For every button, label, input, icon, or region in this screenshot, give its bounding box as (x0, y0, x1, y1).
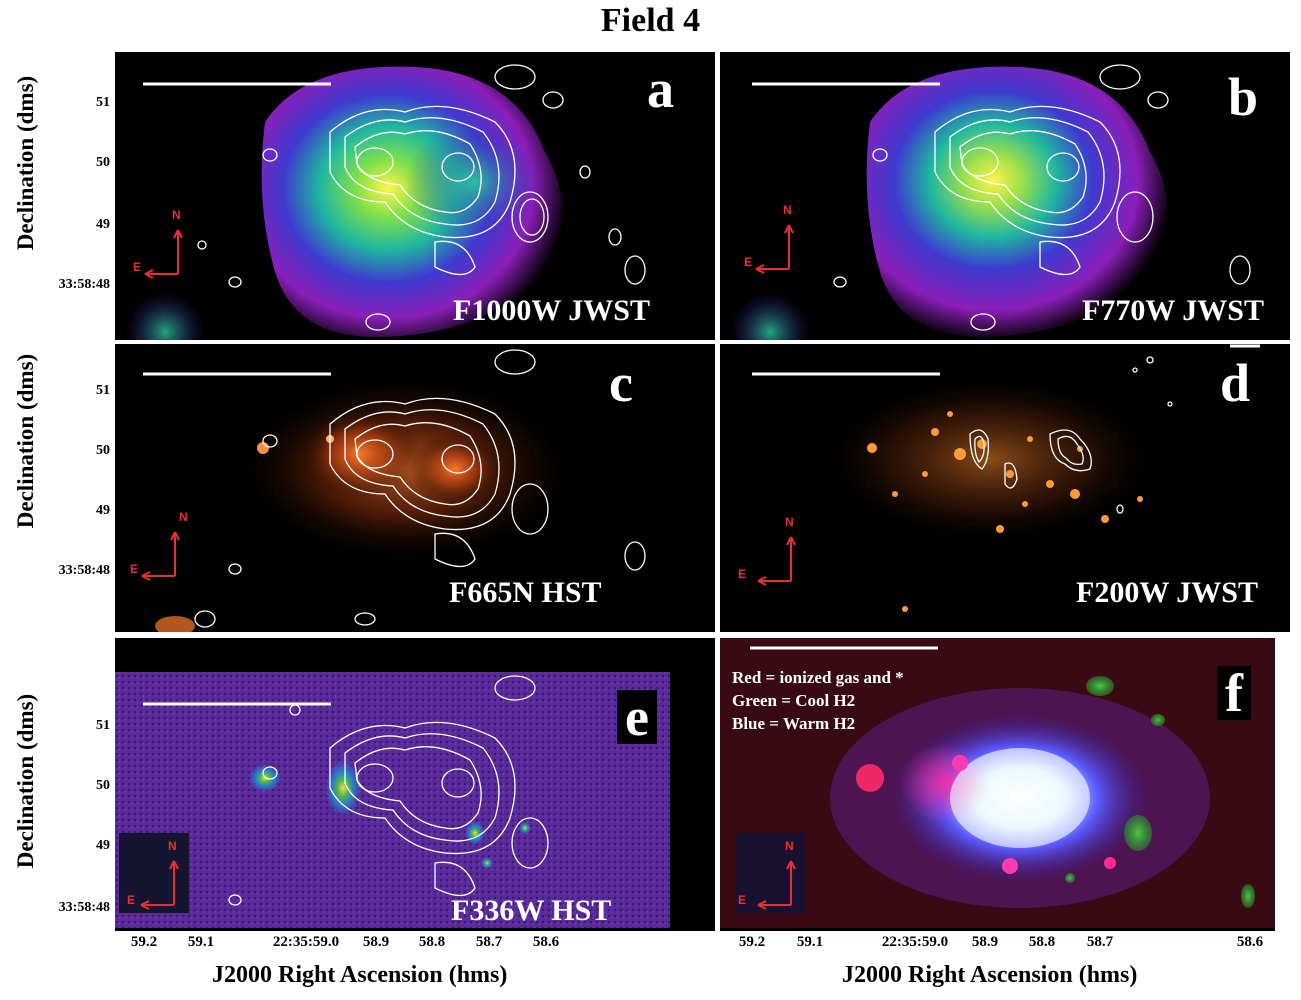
panel-c-letter: c (609, 353, 633, 413)
panel-b-filter-label: F770W JWST (1082, 294, 1264, 327)
compass-d-east: E (738, 567, 747, 581)
ytick-row2-48: 33:58:48 (58, 563, 110, 578)
compass-b-north: N (783, 203, 792, 217)
ytick-row3-51: 51 (96, 718, 110, 733)
panel-c-image (143, 349, 646, 632)
ytick-row3-48: 33:58:48 (58, 900, 110, 915)
xtick-left-58-7: 58.7 (475, 934, 503, 950)
panel-a-letter: a (647, 59, 674, 119)
compass-b-east: E (744, 255, 753, 269)
y-axis-label-row3: Declination (dms) (13, 693, 38, 869)
compass-d: N E (736, 509, 806, 589)
panel-f-rgb-composite: Red = ionized gas and * Green = Cool H2 … (720, 638, 1275, 928)
ytick-row3-49: 49 (96, 838, 110, 853)
compass-e-north: N (168, 839, 177, 853)
figure-title: Field 4 (600, 2, 701, 39)
x-axis-line-right (720, 928, 1275, 931)
panel-d-letter: d (1220, 353, 1251, 413)
xtick-right-58-8: 58.8 (1028, 934, 1056, 950)
ytick-row1-49: 49 (96, 217, 110, 232)
xtick-left-59-2: 59.2 (130, 934, 158, 950)
compass-e: N E (119, 833, 189, 913)
panel-b-image (730, 64, 1251, 340)
panel-d-image (752, 344, 1260, 612)
compass-e-east: E (127, 893, 136, 907)
ytick-row1-48: 33:58:48 (58, 277, 110, 292)
xtick-right-59-2: 59.2 (738, 934, 766, 950)
panel-c-filter-label: F665N HST (449, 576, 602, 609)
xtick-right-59-1: 59.1 (796, 934, 824, 950)
panel-d-f200w: d F200W JWST N E (720, 344, 1290, 632)
compass-d-north: N (785, 515, 794, 529)
y-axis-label-row1: Declination (dms) (13, 75, 38, 251)
legend-red: Red = ionized gas and * (732, 668, 904, 687)
legend-blue: Blue = Warm H2 (732, 714, 856, 733)
xtick-left-59-1: 59.1 (187, 934, 215, 950)
panel-b-f770w: b F770W JWST N E (720, 52, 1290, 340)
xtick-right-59-0: 22:35:59.0 (881, 934, 949, 950)
ytick-row1-50: 50 (96, 155, 110, 170)
panel-c-f665n: c F665N HST N E (115, 344, 715, 632)
x-axis-label-left: J2000 Right Ascension (hms) (212, 962, 508, 988)
compass-c-north: N (179, 510, 188, 524)
y-axis-label-row2: Declination (dms) (13, 353, 38, 529)
compass-f-north: N (785, 839, 794, 853)
panel-f-legend: Red = ionized gas and * Green = Cool H2 … (732, 666, 904, 735)
panel-f-letter: f (1217, 666, 1251, 720)
ytick-row2-50: 50 (96, 443, 110, 458)
panel-a-image (125, 64, 646, 340)
xtick-left-58-6: 58.6 (532, 934, 560, 950)
x-axis-line-left (115, 928, 715, 931)
panel-a-f1000w: a F1000W JWST N E (115, 52, 715, 340)
compass-f-east: E (738, 893, 747, 907)
compass-c: N E (120, 504, 190, 584)
panel-e-image (115, 638, 715, 928)
xtick-left-58-8: 58.8 (418, 934, 446, 950)
xtick-left-58-9: 58.9 (362, 934, 390, 950)
panel-d-filter-label: F200W JWST (1076, 576, 1258, 609)
xtick-left-59-0: 22:35:59.0 (272, 934, 340, 950)
compass-a-east: E (133, 260, 142, 274)
panel-e-letter: e (617, 690, 657, 744)
legend-green: Green = Cool H2 (732, 691, 856, 710)
ytick-row2-49: 49 (96, 503, 110, 518)
compass-b: N E (734, 197, 804, 277)
xtick-right-58-6: 58.6 (1236, 934, 1264, 950)
ytick-row2-51: 51 (96, 383, 110, 398)
xtick-right-58-9: 58.9 (971, 934, 999, 950)
panel-e-f336w: e F336W HST N E (115, 638, 715, 928)
ytick-row1-51: 51 (96, 95, 110, 110)
compass-a: N E (123, 202, 193, 282)
panel-e-filter-label: F336W HST (451, 894, 612, 927)
panel-b-letter: b (1228, 67, 1259, 127)
xtick-right-58-7: 58.7 (1086, 934, 1114, 950)
compass-f: N E (736, 833, 806, 913)
ytick-row3-50: 50 (96, 778, 110, 793)
compass-a-north: N (172, 208, 181, 222)
panel-f-image (720, 638, 1275, 928)
compass-c-east: E (130, 562, 139, 576)
panel-a-filter-label: F1000W JWST (453, 294, 650, 327)
x-axis-label-right: J2000 Right Ascension (hms) (842, 962, 1138, 988)
